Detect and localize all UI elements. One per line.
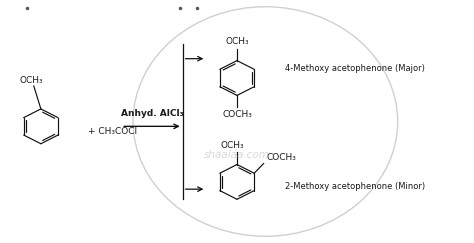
- Text: OCH₃: OCH₃: [220, 141, 244, 150]
- Text: OCH₃: OCH₃: [19, 76, 43, 85]
- Text: OCH₃: OCH₃: [225, 37, 249, 46]
- Text: COCH₃: COCH₃: [222, 110, 252, 119]
- Text: shaalaa.com: shaalaa.com: [204, 150, 270, 160]
- Text: 2-Methoxy acetophenone (Minor): 2-Methoxy acetophenone (Minor): [285, 182, 425, 191]
- Text: COCH₃: COCH₃: [266, 153, 296, 162]
- Text: Anhyd. AlCl₃: Anhyd. AlCl₃: [120, 109, 183, 118]
- Text: 4-Methoxy acetophenone (Major): 4-Methoxy acetophenone (Major): [285, 64, 425, 73]
- Text: + CH₃COCl: + CH₃COCl: [88, 127, 137, 136]
